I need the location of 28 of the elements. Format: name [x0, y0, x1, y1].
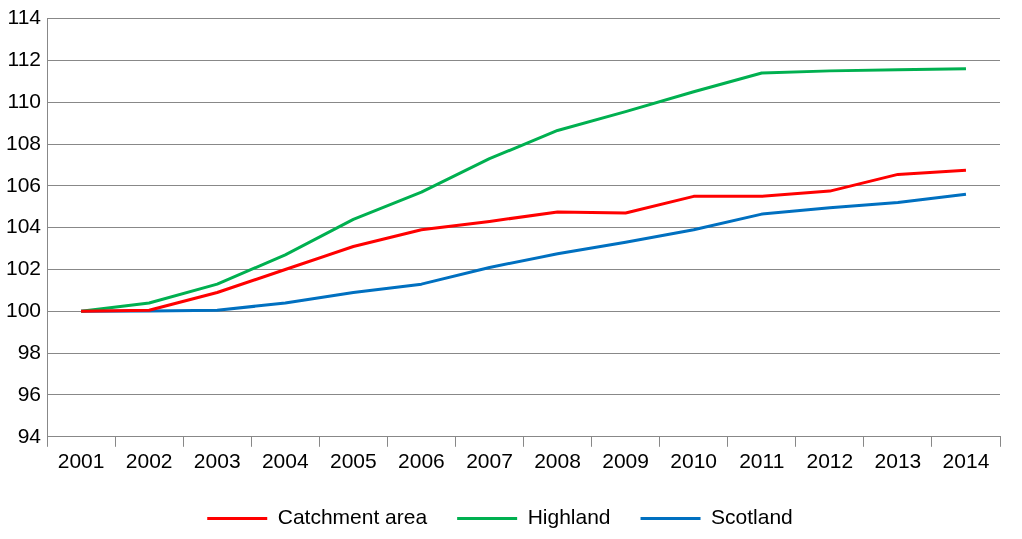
x-tick-label: 2014	[942, 449, 990, 473]
x-tick-label: 2005	[329, 449, 377, 473]
x-tick-label: 2006	[398, 449, 445, 473]
x-tick-label: 2007	[466, 449, 513, 473]
y-tick-label: 100	[5, 298, 42, 322]
y-tick-label: 98	[17, 339, 42, 363]
y-tick-label: 114	[7, 5, 42, 29]
y-tick-label: 102	[5, 256, 42, 280]
x-tick-label: 2008	[534, 449, 581, 473]
y-tick-label: 112	[7, 47, 42, 71]
x-tick-label: 2009	[602, 449, 649, 473]
y-tick-label: 106	[5, 172, 42, 196]
x-tick-label: 2013	[874, 449, 922, 473]
legend-label: Catchment area	[277, 505, 428, 529]
x-tick-label: 2002	[125, 449, 173, 473]
y-tick-label: 110	[7, 89, 42, 113]
x-tick-label: 2004	[261, 449, 309, 473]
y-tick-label: 94	[17, 423, 42, 447]
x-tick-label: 2012	[806, 449, 854, 473]
x-tick-label: 2003	[193, 449, 241, 473]
x-tick-label: 2001	[57, 449, 105, 473]
x-tick-label: 2010	[670, 449, 718, 473]
y-tick-label: 108	[5, 130, 42, 154]
y-tick-label: 96	[17, 381, 42, 405]
x-tick-label: 2011	[739, 449, 785, 473]
legend-label: Highland	[527, 505, 611, 529]
legend-label: Scotland	[711, 505, 793, 529]
y-tick-label: 104	[5, 214, 42, 238]
